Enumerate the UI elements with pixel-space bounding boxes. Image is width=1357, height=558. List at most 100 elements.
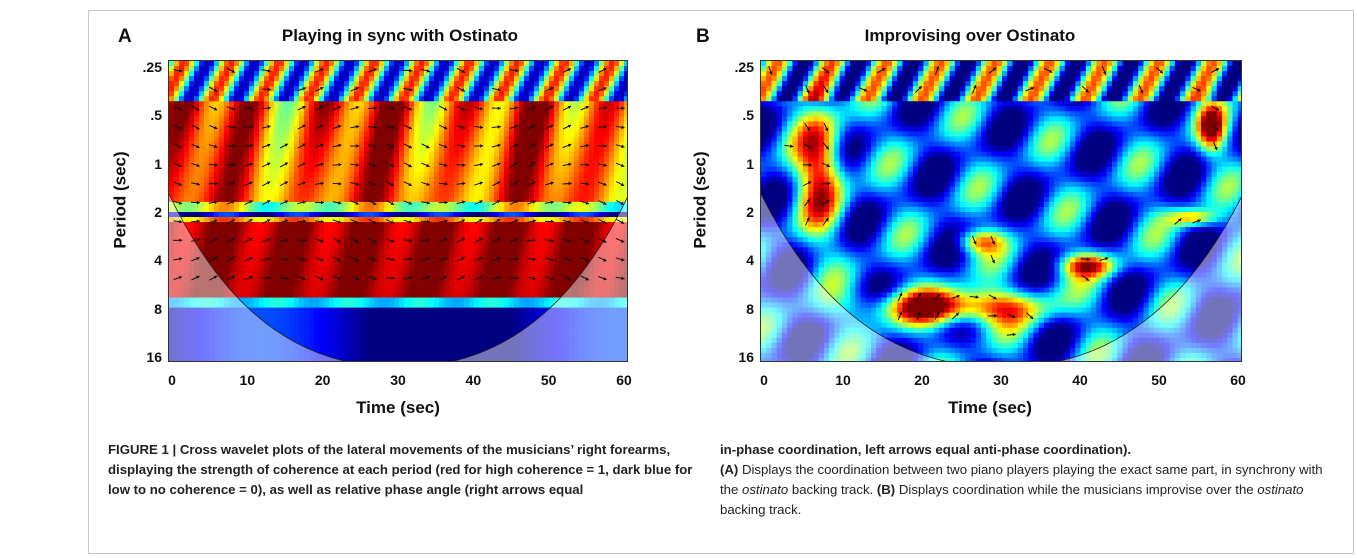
heatmap-cell <box>514 282 520 289</box>
heatmap-cell <box>174 302 180 309</box>
heatmap-cell <box>279 111 285 117</box>
heatmap-cell <box>524 106 530 112</box>
heatmap-cell <box>439 277 445 284</box>
heatmap-cell <box>474 217 480 223</box>
heatmap-cell <box>169 201 175 208</box>
heatmap-cell <box>349 156 355 163</box>
heatmap-cell <box>459 312 465 319</box>
heatmap-cell <box>414 302 420 309</box>
heatmap-cell <box>459 252 465 258</box>
heatmap-cell <box>479 116 485 122</box>
heatmap-cell <box>229 126 235 133</box>
heatmap-cell <box>334 196 340 203</box>
heatmap-cell <box>394 201 400 208</box>
heatmap-cell <box>349 81 355 87</box>
heatmap-cell <box>499 121 505 128</box>
heatmap-cell <box>354 201 360 208</box>
heatmap-cell <box>324 297 330 304</box>
heatmap-cell <box>344 116 350 122</box>
heatmap-cell <box>584 222 590 228</box>
heatmap-cell <box>539 317 545 324</box>
heatmap-cell <box>214 86 220 92</box>
heatmap-cell <box>389 86 395 92</box>
heatmap-cell <box>204 66 210 72</box>
heatmap-cell <box>309 292 315 299</box>
heatmap-cell <box>509 101 515 107</box>
heatmap-cell <box>294 186 300 193</box>
heatmap-cell <box>404 252 410 258</box>
heatmap-cell <box>184 161 190 168</box>
heatmap-cell <box>184 151 190 158</box>
heatmap-cell <box>319 297 325 304</box>
heatmap-cell <box>554 181 560 188</box>
heatmap-cell <box>469 141 475 148</box>
heatmap-cell <box>269 307 275 314</box>
heatmap-cell <box>229 111 235 117</box>
heatmap-cell <box>569 136 575 143</box>
heatmap-cell <box>299 287 305 294</box>
heatmap-cell <box>549 272 555 279</box>
heatmap-cell <box>169 237 175 243</box>
heatmap-cell <box>589 66 595 72</box>
heatmap-cell <box>169 332 175 339</box>
heatmap-cell <box>259 96 265 102</box>
heatmap-cell <box>414 66 420 72</box>
heatmap-cell <box>249 237 255 243</box>
heatmap-cell <box>499 181 505 188</box>
heatmap-cell <box>304 302 310 309</box>
heatmap-cell <box>609 186 615 193</box>
heatmap-cell <box>264 191 270 198</box>
heatmap-cell <box>169 252 175 258</box>
heatmap-cell <box>499 277 505 284</box>
heatmap-cell <box>414 101 420 107</box>
heatmap-cell <box>169 171 175 178</box>
heatmap-cell <box>299 232 305 238</box>
heatmap-cell <box>474 206 480 213</box>
heatmap-cell <box>479 312 485 319</box>
heatmap-cell <box>579 81 585 87</box>
xtick-label: 40 <box>465 372 482 388</box>
heatmap-cell <box>419 222 425 228</box>
heatmap-cell <box>169 141 175 148</box>
heatmap-cell <box>229 156 235 163</box>
heatmap-cell <box>364 161 370 168</box>
heatmap-cell <box>429 61 435 67</box>
heatmap-cell <box>184 146 190 153</box>
heatmap-cell <box>479 252 485 258</box>
heatmap-cell <box>244 237 250 243</box>
heatmap-cell <box>404 151 410 158</box>
heatmap-cell <box>284 327 290 334</box>
heatmap-cell <box>334 76 340 82</box>
heatmap-cell <box>429 262 435 268</box>
heatmap-cell <box>544 297 550 304</box>
heatmap-cell <box>324 206 330 213</box>
heatmap-cell <box>484 76 490 82</box>
heatmap-cell <box>364 86 370 92</box>
heatmap-cell <box>494 317 500 324</box>
heatmap-cell <box>509 287 515 294</box>
heatmap-cell <box>384 232 390 238</box>
heatmap-cell <box>364 126 370 133</box>
heatmap-cell <box>519 166 525 173</box>
heatmap-cell <box>359 282 365 289</box>
heatmap-cell <box>524 262 530 268</box>
heatmap-cell <box>259 186 265 193</box>
heatmap-cell <box>269 212 275 218</box>
heatmap-cell <box>244 141 250 148</box>
heatmap-cell <box>279 287 285 294</box>
heatmap-cell <box>604 181 610 188</box>
heatmap-cell <box>589 101 595 107</box>
heatmap-cell <box>579 297 585 304</box>
heatmap-cell <box>624 191 627 198</box>
heatmap-cell <box>579 166 585 173</box>
heatmap-cell <box>309 287 315 294</box>
heatmap-cell <box>499 272 505 279</box>
heatmap-cell <box>349 196 355 203</box>
heatmap-cell <box>209 327 215 334</box>
heatmap-cell <box>354 227 360 233</box>
heatmap-cell <box>614 252 620 258</box>
heatmap-cell <box>334 312 340 319</box>
heatmap-cell <box>354 282 360 289</box>
heatmap-cell <box>319 247 325 253</box>
heatmap-cell <box>364 146 370 153</box>
